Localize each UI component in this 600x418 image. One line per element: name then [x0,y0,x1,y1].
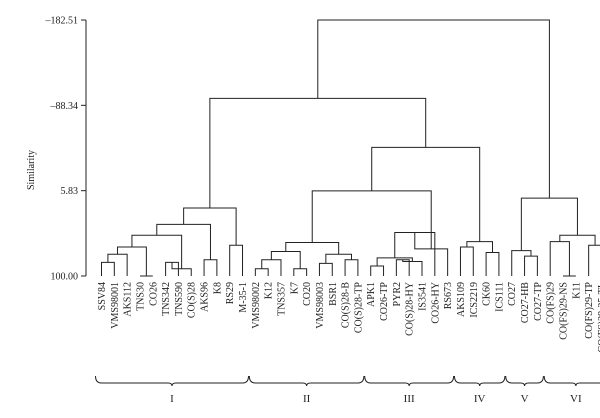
leaf-label: M-35-1 [238,282,249,313]
leaf-label: RS673 [443,282,454,309]
dendrogram-link [325,253,352,264]
dendrogram-link [285,241,340,255]
dendrogram-link [559,234,596,246]
leaf-label: CO27-HB [520,282,531,323]
dendrogram-link [370,265,385,276]
leaf-label: RS29 [225,282,236,304]
leaf-label: CO26 [148,282,159,306]
leaf-label: VMS98002 [251,282,262,329]
leaf-label: CO(S)28-HY [405,282,416,336]
dendrogram-link [466,241,494,253]
leaf-label: ICS2219 [469,282,480,318]
group-brace [453,375,506,387]
y-tick-label: 100.00 [51,272,79,283]
leaf-label: IS3541 [418,282,429,311]
leaf-label: PYR2 [392,282,403,306]
leaf-label: CK60 [482,282,493,306]
leaf-label: SSV84 [97,282,108,310]
dendrogram-link [549,241,570,276]
group-braces: I II III IV V VI [95,375,600,405]
leaf-label: AKS109 [456,282,467,317]
dendrogram-link [254,268,269,276]
leaf-label: CO(S)28 [187,282,198,318]
dendrogram-link [107,253,128,276]
leaf-label: K11 [571,282,582,299]
dendrogram-link [344,259,359,276]
dendrogram-link [459,246,474,276]
dendrogram-branches [101,19,600,277]
leaf-label: BSR1 [328,282,339,306]
dendrogram-link [171,262,192,276]
group-label: III [404,393,415,405]
leaf-label: CO(FS)29-25-TL [597,282,600,353]
leaf-label: K12 [264,282,275,299]
leaf-label: TNS342 [161,282,172,316]
dendrogram-link [485,251,500,276]
leaf-label: CO(FS)29-NS [559,282,570,340]
dendrogram-link [209,97,427,209]
dendrogram-link [395,259,410,276]
leaf-label: K7 [289,282,300,294]
dendrogram-link [524,255,538,276]
group-label: I [170,393,174,405]
leaf-label: ICS111 [494,282,505,312]
leaf-label: CO26-TP [379,282,390,321]
dendrogram-link [183,207,237,246]
dendrogram-link [588,244,600,276]
dendrogram-link [318,262,333,276]
dendrogram-link [317,19,550,199]
leaf-label: CO26-HY [430,282,441,324]
dendrogram-link [203,259,218,276]
leaf-label: CO20 [302,282,313,306]
leaf-label: TNS357 [276,282,287,316]
leaf-label: CO(S)28-TP [353,282,364,334]
group-brace [95,375,250,387]
dendrogram-link [131,234,183,269]
group-label: VI [570,393,582,405]
y-axis-ticks: –182.51 –88.34 5.83 100.00 [45,16,86,283]
dendrogram-link [270,251,301,269]
leaf-label: VMS98003 [315,282,326,329]
y-tick-label: –182.51 [45,16,79,27]
leaf-label: AKS96 [200,282,211,312]
leaf-label: CO27 [507,282,518,306]
group-label: V [521,393,529,405]
group-brace [364,375,455,387]
leaf-label: K8 [212,282,223,294]
dendrogram-link [371,146,481,242]
y-tick-label: 5.83 [61,186,79,197]
y-tick-label: –88.34 [50,101,79,112]
group-label: II [303,393,311,405]
group-brace [505,375,544,387]
dendrogram-link [293,268,308,276]
group-brace [543,375,600,387]
leaf-label: CO27-TP [533,282,544,321]
dendrogram-link [511,250,532,276]
dendrogram-link [229,244,244,276]
leaf-label: VMS98001 [110,282,121,329]
leaf-label: CO(FS)29-TP [584,282,595,339]
dendrogram-link [311,190,432,249]
dendrogram-link [117,246,147,276]
dendrogram-link [101,261,115,276]
dendrogram-link [394,232,436,276]
leaf-labels: SSV84 VMS98001 AKS112 TNS30 CO26 TNS342 TNS590… [97,282,600,353]
dendrogram-link [376,257,413,267]
dendrogram-link [402,259,423,276]
leaf-label: CO(S)28-B [341,282,352,328]
leaf-label: AKS112 [123,282,134,317]
leaf-label: TNS590 [174,282,185,316]
y-axis-label: Similarity [26,150,37,190]
leaf-label: TNS30 [135,282,146,311]
dendrogram-link [261,259,282,276]
group-brace [248,375,365,387]
leaf-label: APK1 [366,282,377,307]
leaf-label: CO(FS)29 [546,282,557,324]
dendrogram-link [156,223,211,260]
group-label: IV [474,393,486,405]
